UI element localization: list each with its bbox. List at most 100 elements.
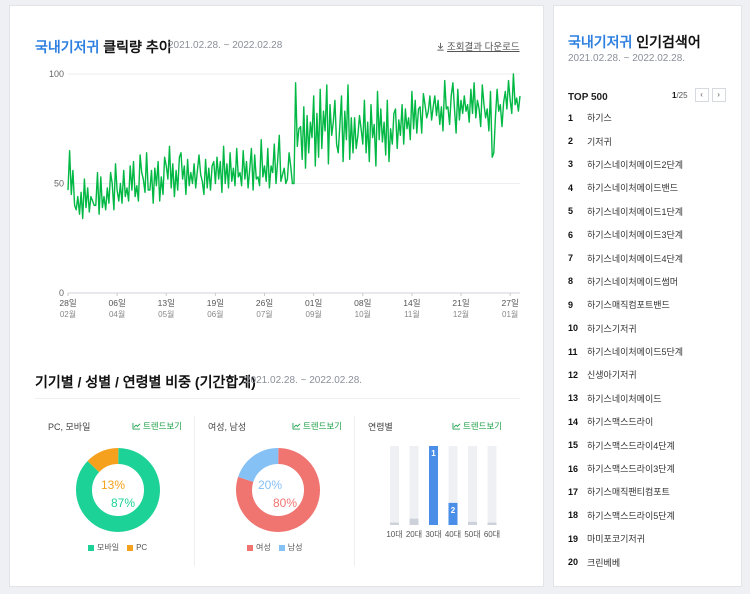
age-category-label: 40대 bbox=[445, 530, 461, 539]
section2-date-range: 2021.02.28. ~ 2022.02.28. bbox=[245, 375, 363, 386]
rank-number: 6 bbox=[568, 229, 574, 240]
age-bar-track bbox=[487, 446, 497, 525]
list-item[interactable]: 14 하기스맥스드라이 bbox=[568, 410, 683, 433]
x-tick-month: 10월 bbox=[355, 309, 371, 319]
click-trend-card: 국내기저귀 클릭량 추이 2021.02.28. ~ 2022.02.28 조회… bbox=[9, 5, 544, 587]
rank-keyword: 하기스네이처메이드2단계 bbox=[587, 159, 684, 170]
age-category-label: 60대 bbox=[484, 530, 500, 539]
x-tick-day: 19일 bbox=[207, 298, 224, 308]
rank-number: 4 bbox=[568, 182, 574, 193]
gender-panel-title: 여성, 남성 bbox=[208, 422, 247, 432]
x-tick-month: 01월 bbox=[502, 309, 518, 319]
age-bar-60대 bbox=[487, 522, 497, 525]
rank-keyword: 하기스네이처메이드썸머 bbox=[587, 276, 679, 287]
age-trend-button[interactable]: 트렌드보기 bbox=[452, 420, 502, 432]
trend-label: 트렌드보기 bbox=[303, 421, 343, 431]
chart-title: 국내기저귀 클릭량 추이 bbox=[35, 37, 172, 57]
list-item[interactable]: 2 기저귀 bbox=[568, 129, 683, 152]
age-bar-10대 bbox=[390, 522, 399, 525]
x-tick-month: 07월 bbox=[256, 309, 272, 319]
pager: 1/25 ‹ › bbox=[672, 88, 726, 102]
donut-slice-여성 bbox=[236, 448, 320, 532]
list-item[interactable]: 15 하기스맥스드라이4단계 bbox=[568, 433, 683, 456]
legend-item: PC bbox=[127, 543, 147, 552]
rank-keyword: 하기스맥스드라이 bbox=[587, 417, 654, 428]
rank-number: 17 bbox=[568, 486, 579, 497]
list-item[interactable]: 6 하기스네이처메이드3단계 bbox=[568, 223, 683, 246]
list-item[interactable]: 4 하기스네이처메이드밴드 bbox=[568, 176, 683, 199]
list-item[interactable]: 20 크린베베 bbox=[568, 550, 683, 573]
rank-number: 15 bbox=[568, 440, 579, 451]
list-item[interactable]: 5 하기스네이처메이드1단계 bbox=[568, 200, 683, 223]
list-item[interactable]: 12 신생아기저귀 bbox=[568, 363, 683, 386]
list-item[interactable]: 9 하기스매직컴포트밴드 bbox=[568, 293, 683, 316]
rank-number: 12 bbox=[568, 369, 579, 380]
list-item[interactable]: 8 하기스네이처메이드썸머 bbox=[568, 270, 683, 293]
list-item[interactable]: 18 하기스맥스드라이5단계 bbox=[568, 504, 683, 527]
rank-keyword: 하기스네이처메이드3단계 bbox=[587, 230, 684, 241]
rank-number: 10 bbox=[568, 323, 579, 334]
popular-keywords-card: 국내기저귀 인기검색어 2021.02.28. ~ 2022.02.28. TO… bbox=[553, 5, 742, 587]
rank-keyword: 하기스맥스드라이4단계 bbox=[587, 440, 675, 451]
list-item[interactable]: 13 하기스네이처메이드 bbox=[568, 387, 683, 410]
list-item[interactable]: 17 하기스매직팬티컴포트 bbox=[568, 480, 683, 503]
rank-number: 13 bbox=[568, 393, 579, 404]
panel-divider bbox=[194, 416, 195, 566]
sidebar-title-text: 인기검색어 bbox=[636, 34, 701, 50]
age-bar-track bbox=[390, 446, 399, 525]
donut-value-label: 87% bbox=[111, 496, 135, 510]
list-item[interactable]: 16 하기스맥스드라이3단계 bbox=[568, 457, 683, 480]
rank-keyword: 기저귀 bbox=[587, 136, 612, 147]
sidebar-date-range: 2021.02.28. ~ 2022.02.28. bbox=[568, 53, 686, 64]
rank-number: 1 bbox=[568, 112, 574, 123]
rank-number: 8 bbox=[568, 276, 574, 287]
rank-keyword: 하기스네이처메이드4단계 bbox=[587, 253, 684, 264]
x-tick-day: 28일 bbox=[59, 298, 76, 308]
list-item[interactable]: 7 하기스네이처메이드4단계 bbox=[568, 246, 683, 269]
age-rank-label: 1 bbox=[431, 449, 436, 458]
section-divider bbox=[35, 398, 520, 399]
donut-slice-모바일 bbox=[76, 448, 160, 532]
chevron-left-icon: ‹ bbox=[700, 90, 703, 99]
rank-keyword: 신생아기저귀 bbox=[587, 370, 637, 381]
age-category-label: 10대 bbox=[386, 530, 402, 539]
rank-number: 9 bbox=[568, 299, 574, 310]
next-page-button[interactable]: › bbox=[711, 88, 726, 102]
x-tick-month: 02월 bbox=[60, 309, 76, 319]
device-trend-button[interactable]: 트렌드보기 bbox=[132, 420, 182, 432]
rank-keyword: 하기스네이처메이드 bbox=[587, 393, 662, 404]
legend-item: 모바일 bbox=[88, 542, 119, 553]
age-panel-title: 연령별 bbox=[368, 422, 393, 432]
age-category-label: 30대 bbox=[425, 530, 441, 539]
list-item[interactable]: 10 하기스기저귀 bbox=[568, 317, 683, 340]
x-tick-day: 27일 bbox=[502, 298, 519, 308]
y-tick-label: 100 bbox=[49, 69, 64, 79]
share-charts: 87% 13% 80% 20% 10대 20대 1 30대 2 40대 50대 60대 bbox=[76, 446, 500, 539]
panel-divider bbox=[354, 416, 355, 566]
rank-keyword: 하기스네이처메이드1단계 bbox=[587, 206, 684, 217]
prev-page-button[interactable]: ‹ bbox=[694, 88, 709, 102]
rank-number: 3 bbox=[568, 159, 574, 170]
download-button[interactable]: 조회결과 다운로드 bbox=[436, 39, 520, 53]
list-item[interactable]: 11 하기스네이처메이드5단계 bbox=[568, 340, 683, 363]
list-item[interactable]: 19 마미포코기저귀 bbox=[568, 527, 683, 550]
x-tick-month: 05월 bbox=[158, 309, 174, 319]
trend-icon bbox=[292, 422, 301, 430]
rank-keyword: 하기스매직컴포트밴드 bbox=[587, 300, 670, 311]
keyword-rank-list: 1 하기스 2 기저귀 3 하기스네이처메이드2단계 4 하기스네이처메이드밴드 5 하기스네이처… bbox=[568, 106, 683, 574]
list-item[interactable]: 3 하기스네이처메이드2단계 bbox=[568, 153, 683, 176]
rank-number: 16 bbox=[568, 463, 579, 474]
trend-label: 트렌드보기 bbox=[463, 421, 503, 431]
x-tick-month: 04월 bbox=[109, 309, 125, 319]
x-tick-month: 11월 bbox=[404, 309, 420, 319]
age-bar-track bbox=[409, 446, 419, 525]
rank-number: 18 bbox=[568, 510, 579, 521]
list-item[interactable]: 1 하기스 bbox=[568, 106, 683, 129]
x-tick-day: 14일 bbox=[403, 298, 420, 308]
rank-number: 20 bbox=[568, 557, 579, 568]
gender-trend-button[interactable]: 트렌드보기 bbox=[292, 420, 342, 432]
age-bar-20대 bbox=[409, 518, 419, 525]
x-tick-day: 01일 bbox=[305, 298, 322, 308]
rank-keyword: 하기스기저귀 bbox=[587, 323, 637, 334]
trend-label: 트렌드보기 bbox=[143, 421, 183, 431]
